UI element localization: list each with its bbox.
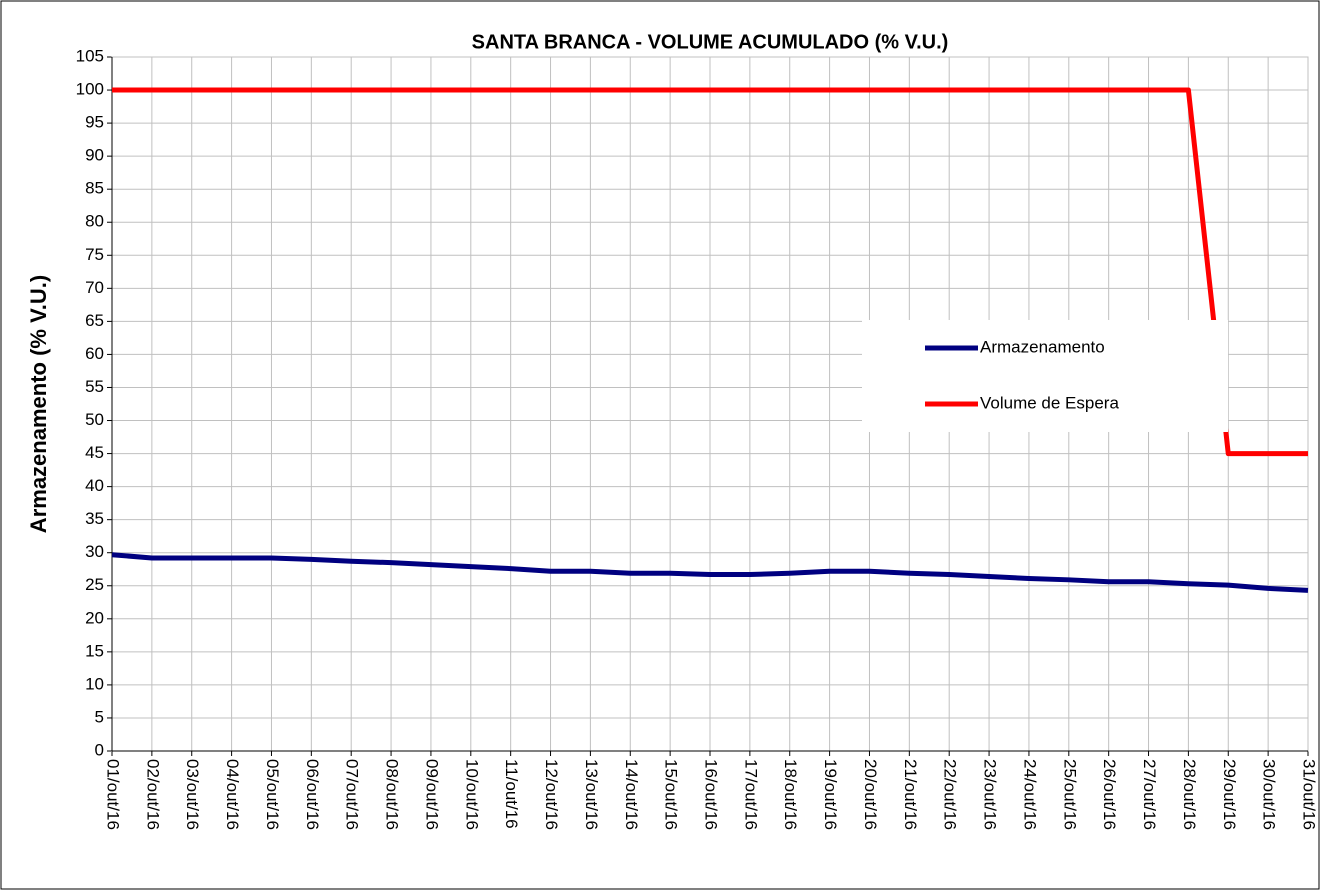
y-tick-label: 65: [85, 311, 104, 330]
x-tick-label: 29/out/16: [1220, 759, 1239, 830]
y-tick-label: 105: [76, 46, 104, 65]
x-tick-label: 12/out/16: [542, 759, 561, 830]
x-tick-label: 06/out/16: [303, 759, 322, 830]
y-tick-label: 30: [85, 542, 104, 561]
y-tick-label: 40: [85, 476, 104, 495]
x-tick-label: 19/out/16: [821, 759, 840, 830]
y-tick-label: 55: [85, 377, 104, 396]
legend-label: Armazenamento: [980, 337, 1105, 356]
x-tick-label: 22/out/16: [941, 759, 960, 830]
data-line: [111, 552, 1309, 593]
x-tick-label: 09/out/16: [422, 759, 441, 830]
x-tick-label: 08/out/16: [383, 759, 402, 830]
x-tick-label: 20/out/16: [861, 759, 880, 830]
x-tick-label: 15/out/16: [662, 759, 681, 830]
y-axis-title: Armazenamento (% V.U.): [26, 275, 51, 533]
x-tick-label: 16/out/16: [702, 759, 721, 830]
y-tick-label: 85: [85, 179, 104, 198]
x-tick-label: 11/out/16: [502, 759, 521, 829]
x-tick-label: 21/out/16: [901, 759, 920, 830]
y-tick-label: 5: [95, 707, 104, 726]
y-tick-label: 45: [85, 443, 104, 462]
chart-title: SANTA BRANCA - VOLUME ACUMULADO (% V.U.): [472, 31, 949, 53]
y-tick-label: 0: [95, 740, 104, 759]
x-tick-label: 23/out/16: [981, 759, 1000, 830]
x-tick-label: 07/out/16: [343, 759, 362, 830]
x-tick-label: 17/out/16: [741, 759, 760, 830]
y-tick-label: 25: [85, 575, 104, 594]
x-tick-label: 03/out/16: [183, 759, 202, 830]
y-tick-label: 95: [85, 113, 104, 132]
y-tick-label: 50: [85, 410, 104, 429]
x-tick-label: 25/out/16: [1060, 759, 1079, 830]
x-tick-label: 31/out/16: [1300, 759, 1319, 830]
legend-label: Volume de Espera: [980, 393, 1119, 412]
y-tick-label: 60: [85, 344, 104, 363]
y-tick-label: 100: [76, 80, 104, 99]
legend-box: [862, 320, 1228, 432]
x-tick-label: 27/out/16: [1140, 759, 1159, 830]
x-tick-label: 18/out/16: [781, 759, 800, 830]
x-tick-label: 13/out/16: [582, 759, 601, 830]
x-tick-label: 10/out/16: [462, 759, 481, 830]
y-tick-label: 15: [85, 641, 104, 660]
y-tick-label: 10: [85, 674, 104, 693]
x-tick-label: 24/out/16: [1020, 759, 1039, 830]
y-tick-label: 35: [85, 509, 104, 528]
y-tick-label: 80: [85, 212, 104, 231]
y-tick-label: 20: [85, 608, 104, 627]
x-tick-label: 28/out/16: [1180, 759, 1199, 830]
y-tick-label: 75: [85, 245, 104, 264]
x-tick-label: 04/out/16: [223, 759, 242, 830]
x-tick-label: 30/out/16: [1260, 759, 1279, 830]
x-tick-label: 05/out/16: [263, 759, 282, 830]
x-tick-label: 26/out/16: [1100, 759, 1119, 830]
y-tick-label: 90: [85, 146, 104, 165]
x-tick-label: 01/out/16: [104, 759, 123, 830]
x-tick-label: 02/out/16: [143, 759, 162, 830]
y-tick-label: 70: [85, 278, 104, 297]
x-tick-label: 14/out/16: [622, 759, 641, 830]
data-line: [112, 87, 1308, 457]
